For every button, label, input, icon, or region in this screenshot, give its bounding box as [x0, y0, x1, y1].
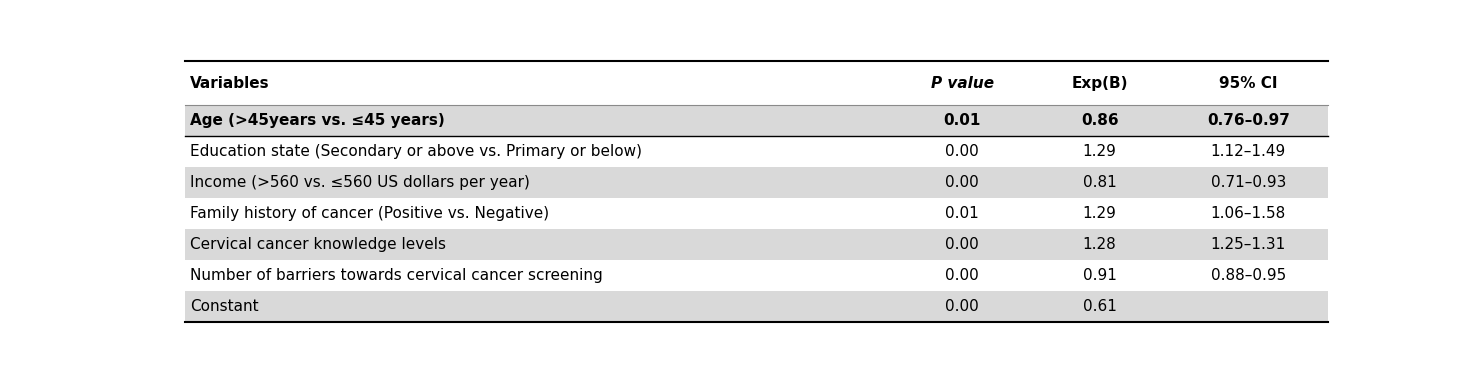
Text: 1.29: 1.29 [1083, 206, 1116, 221]
Text: 0.00: 0.00 [946, 144, 979, 159]
Text: 0.00: 0.00 [946, 268, 979, 283]
Bar [184, 198, 1328, 229]
Text: 0.01: 0.01 [946, 206, 979, 221]
Text: 95% CI: 95% CI [1219, 75, 1278, 91]
Bar [184, 291, 1328, 322]
Text: Number of barriers towards cervical cancer screening: Number of barriers towards cervical canc… [190, 268, 604, 283]
Text: Family history of cancer (Positive vs. Negative): Family history of cancer (Positive vs. N… [190, 206, 549, 221]
Bar [184, 136, 1328, 167]
Text: 0.71–0.93: 0.71–0.93 [1210, 175, 1286, 190]
Text: 0.91: 0.91 [1083, 268, 1116, 283]
Bar [184, 229, 1328, 260]
Text: Cervical cancer knowledge levels: Cervical cancer knowledge levels [190, 237, 446, 252]
Text: Age (>45years vs. ≤45 years): Age (>45years vs. ≤45 years) [190, 113, 444, 128]
Text: Education state (Secondary or above vs. Primary or below): Education state (Secondary or above vs. … [190, 144, 642, 159]
Text: 1.12–1.49: 1.12–1.49 [1210, 144, 1286, 159]
Bar [184, 105, 1328, 136]
Text: P value: P value [931, 75, 993, 91]
Text: 0.88–0.95: 0.88–0.95 [1210, 268, 1286, 283]
Text: 1.29: 1.29 [1083, 144, 1116, 159]
Text: 0.00: 0.00 [946, 299, 979, 314]
Text: 1.06–1.58: 1.06–1.58 [1210, 206, 1286, 221]
Bar [184, 167, 1328, 198]
Text: 0.81: 0.81 [1083, 175, 1116, 190]
Text: 1.28: 1.28 [1083, 237, 1116, 252]
Text: 0.00: 0.00 [946, 175, 979, 190]
Text: 0.01: 0.01 [943, 113, 982, 128]
Text: Exp(B): Exp(B) [1072, 75, 1128, 91]
Bar [184, 61, 1328, 105]
Text: 0.86: 0.86 [1080, 113, 1119, 128]
Bar [184, 260, 1328, 291]
Text: 0.61: 0.61 [1083, 299, 1116, 314]
Text: Constant: Constant [190, 299, 258, 314]
Text: Income (>560 vs. ≤560 US dollars per year): Income (>560 vs. ≤560 US dollars per yea… [190, 175, 530, 190]
Text: Variables: Variables [190, 75, 270, 91]
Text: 0.00: 0.00 [946, 237, 979, 252]
Text: 1.25–1.31: 1.25–1.31 [1210, 237, 1286, 252]
Text: 0.76–0.97: 0.76–0.97 [1207, 113, 1290, 128]
